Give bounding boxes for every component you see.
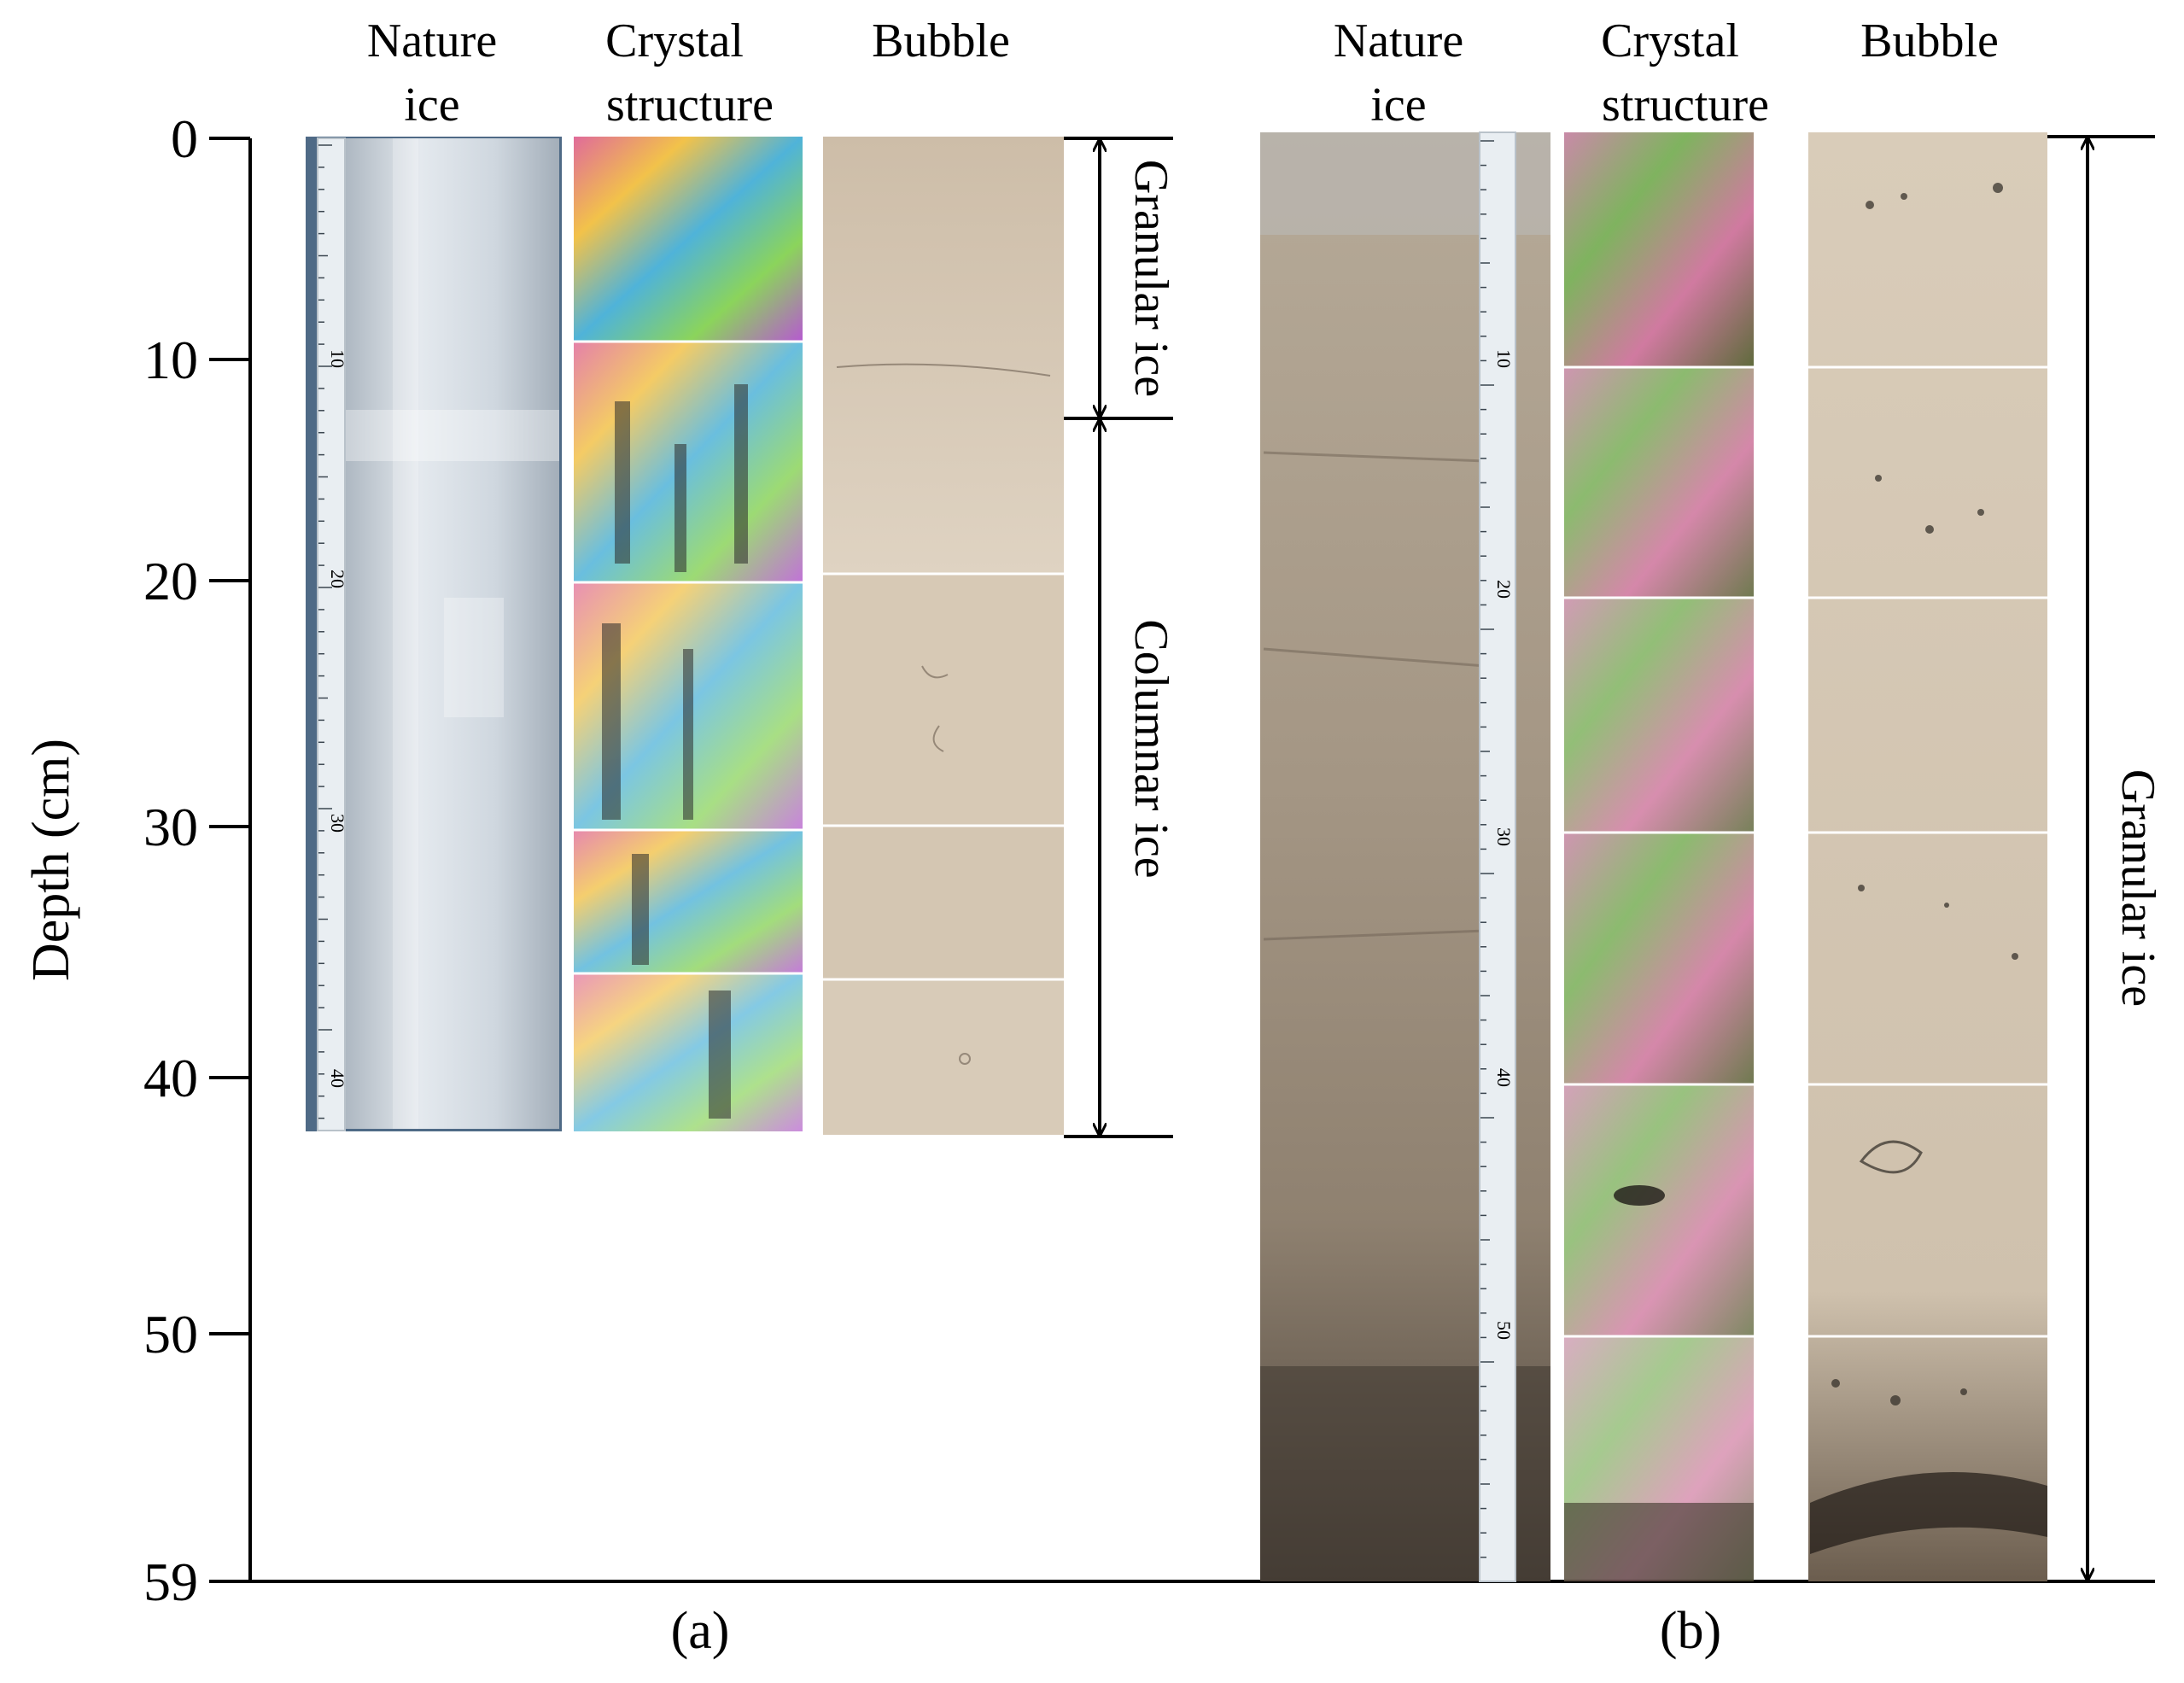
depth-axis-label: Depth (cm) xyxy=(22,739,80,981)
panel-a: Nature ice Crystal structure Bubble 10 2… xyxy=(306,15,1177,1660)
panel-b-ruler-ticks xyxy=(1480,140,1494,1558)
panel-a-ruler-ticks xyxy=(318,144,332,1119)
panel-a-granular-ice-label: Granular ice xyxy=(1124,160,1177,397)
depth-tick-label-50: 50 xyxy=(143,1304,198,1365)
panel-b-ice-type-bracket: Granular ice xyxy=(2047,135,2164,1580)
panel-b-bubble-photos xyxy=(1808,132,2047,1581)
panel-a-header-crystal-line2: structure xyxy=(606,79,774,131)
panel-a-columnar-ice-label: Columnar ice xyxy=(1124,619,1177,878)
panel-b-nature-ice-photo: 10 20 30 40 50 xyxy=(1260,131,1550,1582)
depth-tick-label-0: 0 xyxy=(171,108,198,169)
panel-a-crystal-photos xyxy=(574,137,803,1131)
panel-a-ruler xyxy=(317,137,346,1131)
depth-tick-label-10: 10 xyxy=(143,330,198,390)
panel-a-ruler-mark-30: 30 xyxy=(327,814,348,833)
depth-tick-label-30: 30 xyxy=(143,797,198,857)
depth-axis: 0 10 20 30 40 50 59 Depth (cm) xyxy=(22,108,2155,1612)
depth-tick-label-59: 59 xyxy=(143,1552,198,1612)
panel-b-ruler-mark-30: 30 xyxy=(1493,827,1515,846)
panel-b-header-crystal-line2: structure xyxy=(1602,79,1769,131)
panel-a-header-bubble: Bubble xyxy=(872,15,1010,67)
panel-b-granular-ice-label: Granular ice xyxy=(2111,769,2164,1007)
panel-b-ruler-mark-10: 10 xyxy=(1493,349,1515,368)
panel-b-ruler-mark-40: 40 xyxy=(1493,1068,1515,1087)
panel-a-ice-type-brackets: Granular ice Columnar ice xyxy=(1064,137,1177,1138)
panel-a-header-nature-line2: ice xyxy=(404,79,459,131)
panel-b-header-bubble: Bubble xyxy=(1860,15,1999,67)
panel-a-nature-ice-photo: 10 20 30 40 xyxy=(306,137,562,1131)
panel-b-ruler xyxy=(1479,131,1516,1582)
panel-b-ruler-mark-50: 50 xyxy=(1493,1321,1515,1340)
panel-a-header-crystal-line1: Crystal xyxy=(605,15,744,67)
panel-a-ruler-mark-20: 20 xyxy=(327,570,348,588)
depth-tick-label-20: 20 xyxy=(143,551,198,611)
panel-b-ruler-mark-20: 20 xyxy=(1493,580,1515,599)
panel-b: Nature ice Crystal structure Bubble 10 2… xyxy=(1260,15,2164,1660)
panel-a-caption: (a) xyxy=(671,1602,730,1660)
depth-ticks: 0 10 20 30 40 50 59 xyxy=(143,108,250,1612)
panel-a-ruler-mark-40: 40 xyxy=(327,1069,348,1088)
panel-b-header-nature-line1: Nature xyxy=(1334,15,1463,67)
depth-tick-label-40: 40 xyxy=(143,1048,198,1108)
panel-b-caption: (b) xyxy=(1660,1602,1721,1660)
panel-b-header-crystal-line1: Crystal xyxy=(1601,15,1739,67)
panel-a-ruler-mark-10: 10 xyxy=(327,349,348,368)
panel-a-header-nature-line1: Nature xyxy=(367,15,497,67)
panel-b-header-nature-line2: ice xyxy=(1370,79,1426,131)
panel-b-crystal-photos xyxy=(1564,132,1754,1581)
panel-a-bubble-photos xyxy=(823,137,1064,1135)
